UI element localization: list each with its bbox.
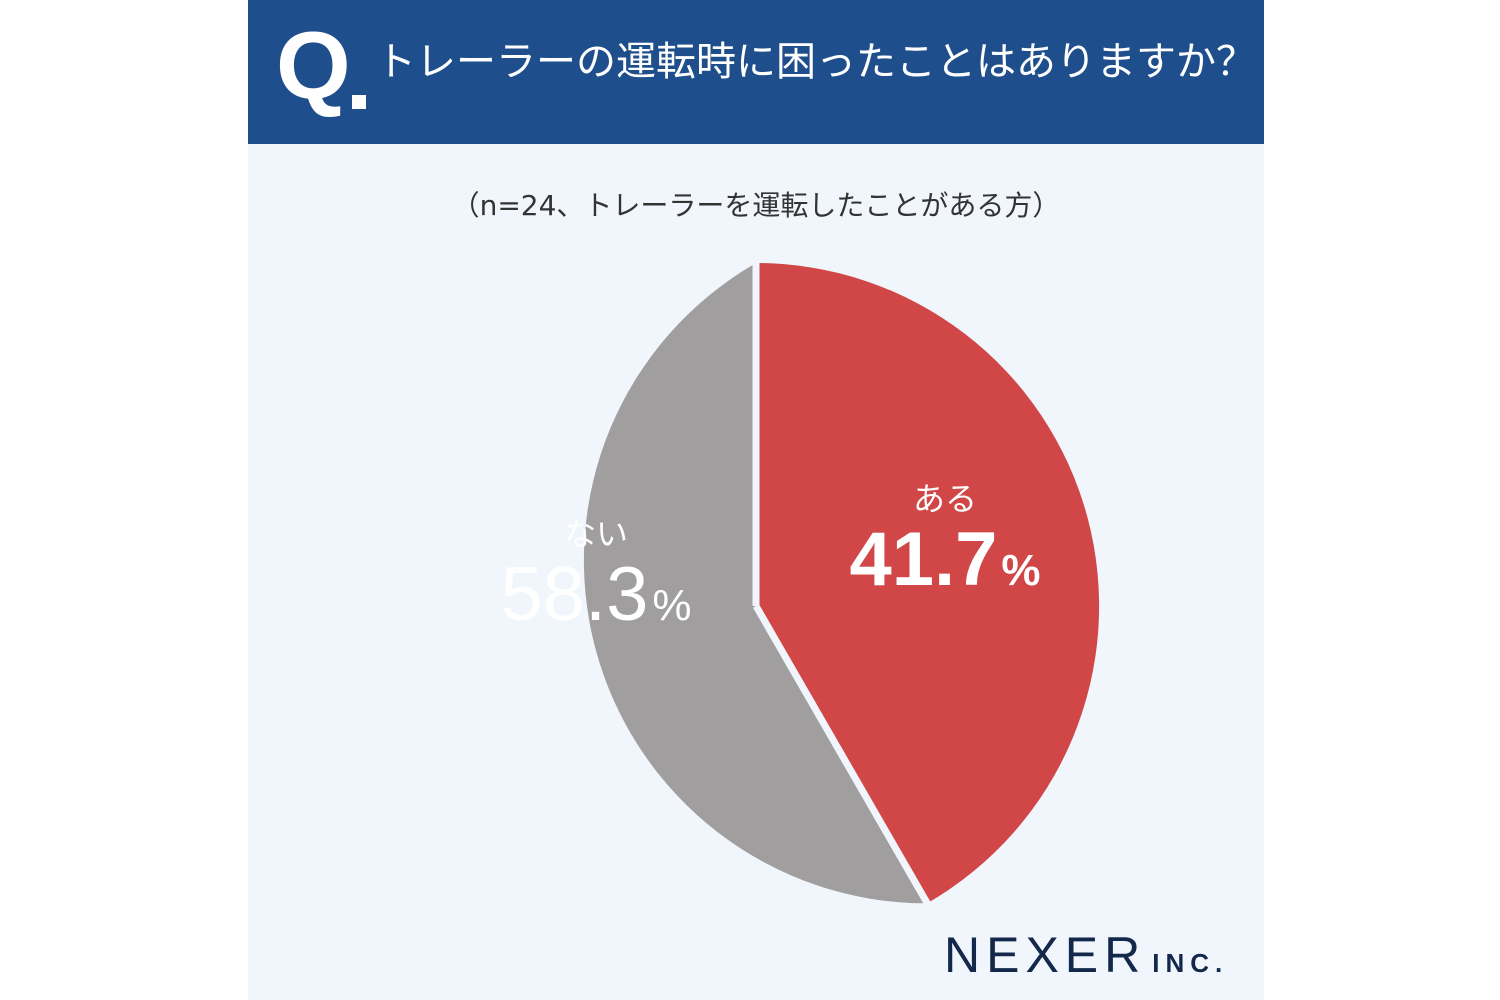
label-yes-value: 41.7: [849, 517, 998, 603]
logo-main: NEXER: [944, 927, 1147, 983]
label-yes-value-wrap: 41.7%: [830, 518, 1060, 602]
survey-panel: Q トレーラーの運転時に困ったことはありますか？ （n=24、トレーラーを運転し…: [248, 0, 1264, 1000]
logo-suffix: INC.: [1152, 948, 1229, 978]
sample-note: （n=24、トレーラーを運転したことがある方）: [451, 189, 1061, 222]
label-no-unit: %: [652, 581, 692, 631]
label-no-category: ない: [563, 515, 628, 553]
question-mark: Q: [276, 12, 351, 119]
label-yes-unit: %: [1001, 546, 1041, 596]
question-title: トレーラーの運転時に困ったことはありますか？: [376, 39, 1256, 85]
question-header: Q トレーラーの運転時に困ったことはありますか？: [248, 0, 1264, 144]
label-no-value: 58.3: [500, 552, 649, 638]
question-dot: [352, 95, 366, 109]
nexer-logo: NEXER INC.: [944, 926, 1228, 984]
label-yes-category: ある: [912, 480, 977, 518]
label-yes: ある 41.7%: [830, 480, 1060, 602]
slice-yes: [756, 263, 1100, 904]
pie-chart: [583, 258, 1100, 910]
label-no: ない 58.3%: [476, 515, 716, 637]
slice-divider-bottom: [752, 604, 934, 910]
label-no-value-wrap: 58.3%: [476, 553, 716, 637]
